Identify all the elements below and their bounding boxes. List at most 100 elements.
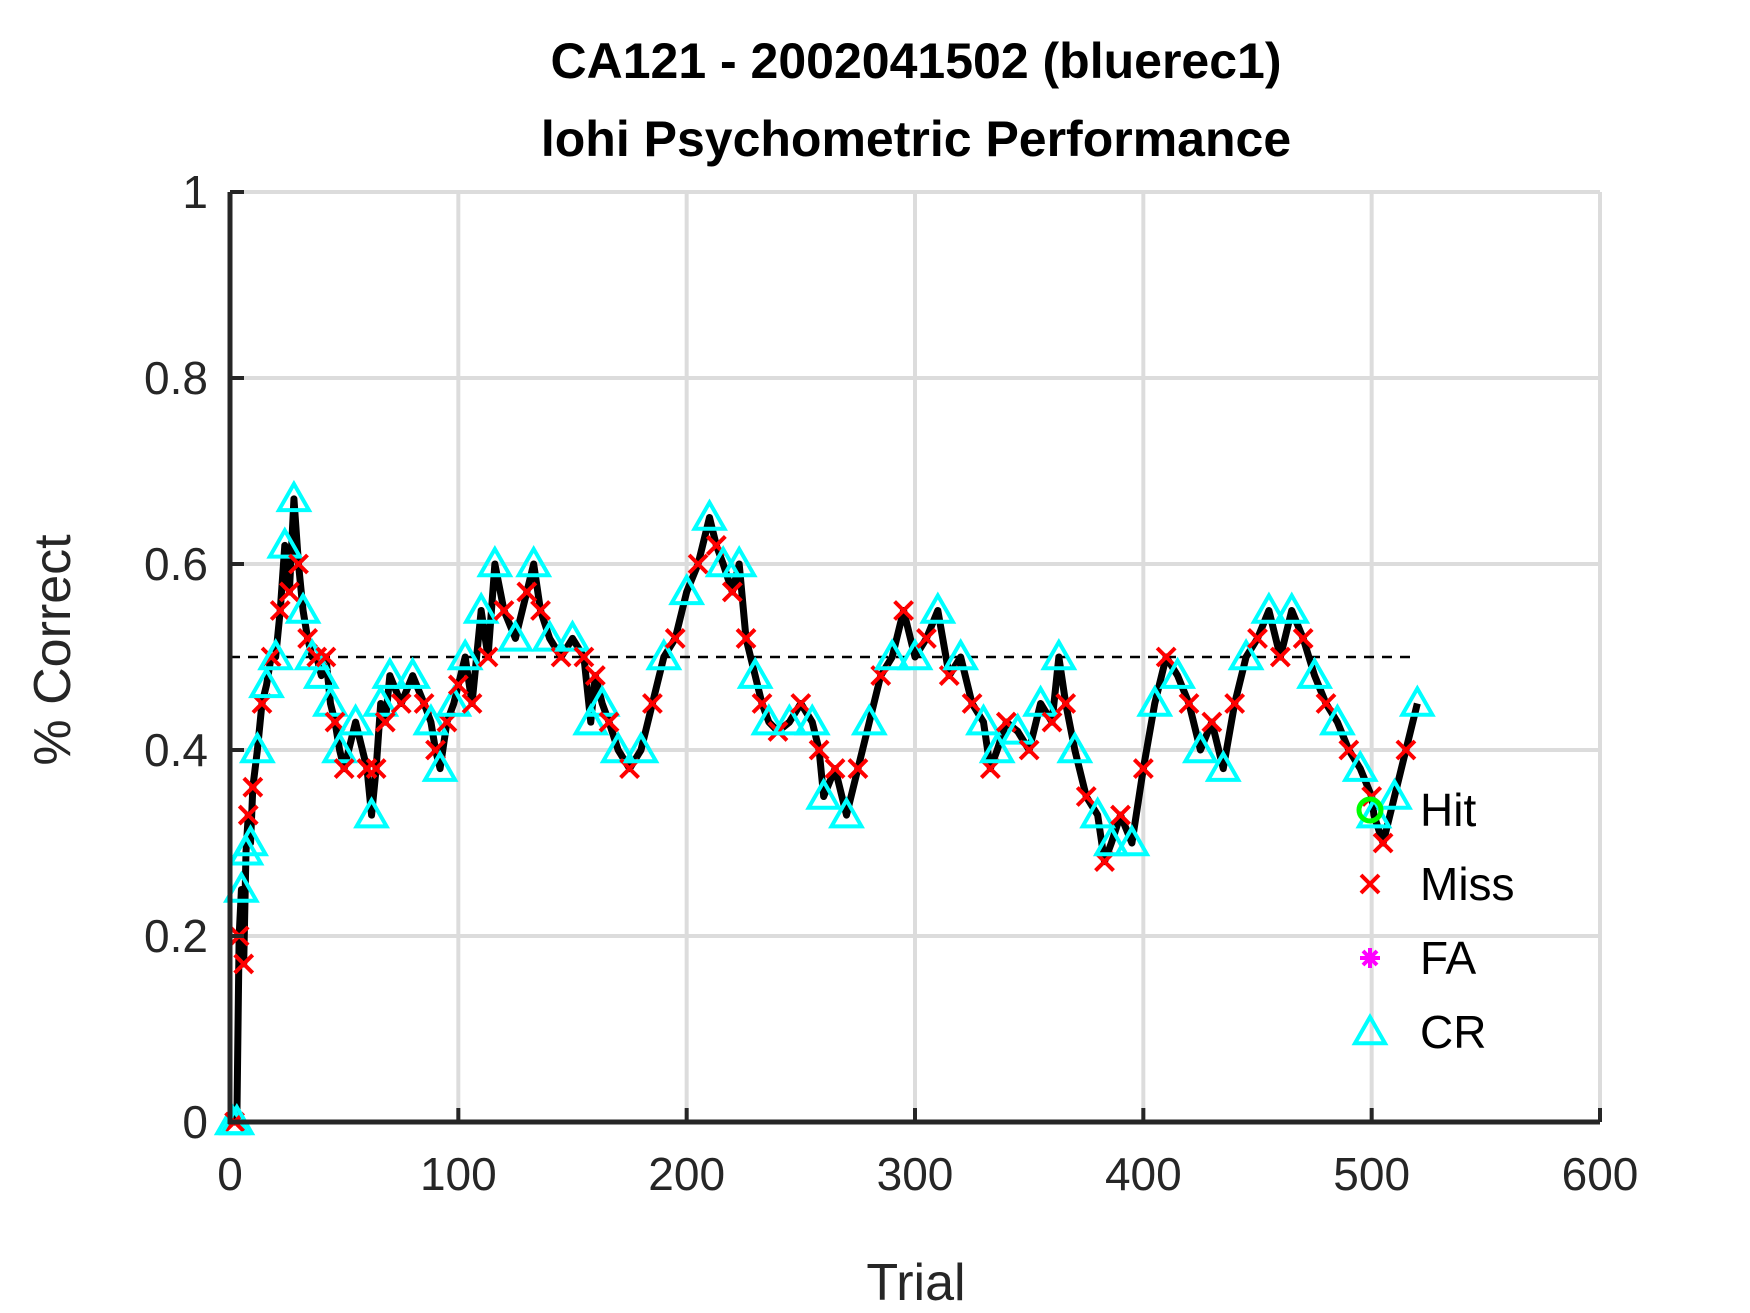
point-marker-cr bbox=[1040, 637, 1078, 671]
y-tick-label: 1 bbox=[182, 166, 208, 218]
point-marker-miss bbox=[365, 758, 387, 780]
point-marker-miss bbox=[516, 581, 538, 603]
point-marker-miss bbox=[278, 581, 300, 603]
legend-label: Hit bbox=[1420, 784, 1476, 836]
point-marker-cr bbox=[896, 637, 934, 671]
y-tick-label: 0.4 bbox=[144, 724, 208, 776]
point-marker-miss bbox=[477, 646, 499, 668]
legend-label: FA bbox=[1420, 932, 1477, 984]
point-marker-cr bbox=[257, 637, 295, 671]
point-marker-miss bbox=[721, 581, 743, 603]
series-layer bbox=[213, 479, 1436, 1136]
point-marker-cr bbox=[1227, 637, 1265, 671]
point-marker-cr bbox=[353, 796, 391, 829]
point-marker-miss bbox=[1018, 739, 1040, 761]
point-marker-miss bbox=[1075, 786, 1097, 807]
point-marker-cr bbox=[371, 656, 409, 689]
point-marker-cr bbox=[942, 637, 980, 671]
x-tick-label: 400 bbox=[1105, 1148, 1182, 1200]
point-marker-miss bbox=[333, 758, 355, 780]
point-marker-miss bbox=[356, 758, 378, 780]
point-marker-cr bbox=[531, 619, 569, 652]
point-marker-miss bbox=[790, 693, 812, 714]
legend-marker-hit bbox=[1356, 796, 1384, 824]
legend-label: Miss bbox=[1420, 858, 1515, 910]
point-marker-cr bbox=[668, 572, 706, 606]
legend-label: CR bbox=[1420, 1006, 1486, 1058]
point-marker-cr bbox=[850, 703, 888, 736]
point-marker-cr bbox=[1296, 656, 1334, 689]
point-marker-cr bbox=[476, 544, 514, 578]
x-axis-label: Trial bbox=[866, 1254, 965, 1312]
point-marker-miss bbox=[687, 553, 709, 575]
point-marker-cr bbox=[462, 591, 500, 624]
point-marker-cr bbox=[1092, 823, 1130, 857]
point-marker-miss bbox=[735, 627, 757, 649]
point-marker-cr bbox=[805, 777, 843, 810]
point-marker-cr bbox=[1159, 656, 1197, 689]
point-marker-cr bbox=[978, 730, 1016, 764]
point-marker-cr bbox=[873, 637, 911, 671]
point-marker-miss bbox=[573, 646, 595, 668]
point-marker-cr bbox=[1113, 823, 1151, 857]
y-tick-label: 0.6 bbox=[144, 538, 208, 590]
axes bbox=[227, 190, 1602, 1125]
point-marker-miss bbox=[1055, 693, 1077, 714]
point-marker-miss bbox=[847, 758, 869, 780]
tick-labels: 0 100 200 300 400 500 600 0 0.2 0.4 0.6 0.8 1 bbox=[144, 166, 1638, 1200]
point-marker-cr bbox=[394, 656, 432, 689]
chart-title-line-2: lohi Psychometric Performance bbox=[541, 111, 1291, 167]
point-marker-cr bbox=[222, 870, 260, 903]
point-marker-cr bbox=[412, 703, 450, 736]
point-marker-miss bbox=[642, 693, 663, 714]
point-marker-miss bbox=[1155, 646, 1177, 668]
point-marker-miss bbox=[824, 758, 846, 780]
point-marker-cr bbox=[736, 656, 774, 689]
point-marker-miss bbox=[242, 776, 264, 798]
point-marker-cr bbox=[572, 703, 610, 736]
point-marker-miss bbox=[315, 646, 337, 668]
point-marker-miss bbox=[584, 665, 606, 687]
x-tick-label: 100 bbox=[420, 1148, 497, 1200]
point-marker-cr bbox=[284, 591, 322, 624]
point-marker-cr bbox=[691, 498, 728, 531]
legend-marker-miss bbox=[1359, 873, 1381, 895]
point-marker-cr bbox=[1250, 591, 1288, 624]
point-marker-cr bbox=[1181, 730, 1219, 764]
point-marker-cr bbox=[1056, 730, 1094, 764]
point-marker-miss bbox=[269, 600, 291, 621]
point-marker-miss bbox=[461, 693, 483, 714]
point-marker-miss bbox=[961, 693, 983, 714]
point-marker-cr bbox=[1136, 684, 1174, 717]
point-marker-cr bbox=[554, 619, 591, 652]
point-marker-miss bbox=[916, 627, 937, 649]
point-marker-cr bbox=[266, 526, 304, 559]
point-marker-cr bbox=[337, 703, 375, 736]
point-marker-cr bbox=[599, 730, 637, 764]
legend: Hit Miss FA CR bbox=[1351, 784, 1515, 1058]
point-marker-cr bbox=[302, 656, 340, 689]
point-marker-miss bbox=[1178, 693, 1200, 714]
point-marker-cr bbox=[828, 796, 865, 829]
x-tick-label: 300 bbox=[877, 1148, 954, 1200]
point-marker-cr bbox=[1318, 703, 1356, 736]
point-marker-miss bbox=[324, 711, 346, 733]
point-marker-miss bbox=[1395, 739, 1417, 761]
point-marker-miss bbox=[1269, 646, 1291, 668]
point-marker-cr bbox=[421, 749, 459, 782]
point-marker-cr bbox=[232, 823, 269, 857]
point-marker-cr bbox=[238, 730, 276, 764]
point-marker-cr bbox=[919, 591, 957, 624]
x-tick-label: 600 bbox=[1562, 1148, 1639, 1200]
x-tick-label: 0 bbox=[217, 1148, 243, 1200]
point-marker-cr bbox=[496, 619, 534, 652]
point-marker-cr bbox=[1273, 591, 1311, 624]
point-marker-cr bbox=[515, 544, 553, 578]
point-marker-miss bbox=[530, 600, 551, 621]
point-marker-cr bbox=[275, 479, 313, 513]
point-marker-miss bbox=[664, 627, 686, 649]
y-tick-label: 0.2 bbox=[144, 910, 208, 962]
point-marker-cr bbox=[622, 730, 660, 764]
point-marker-cr bbox=[750, 703, 788, 736]
